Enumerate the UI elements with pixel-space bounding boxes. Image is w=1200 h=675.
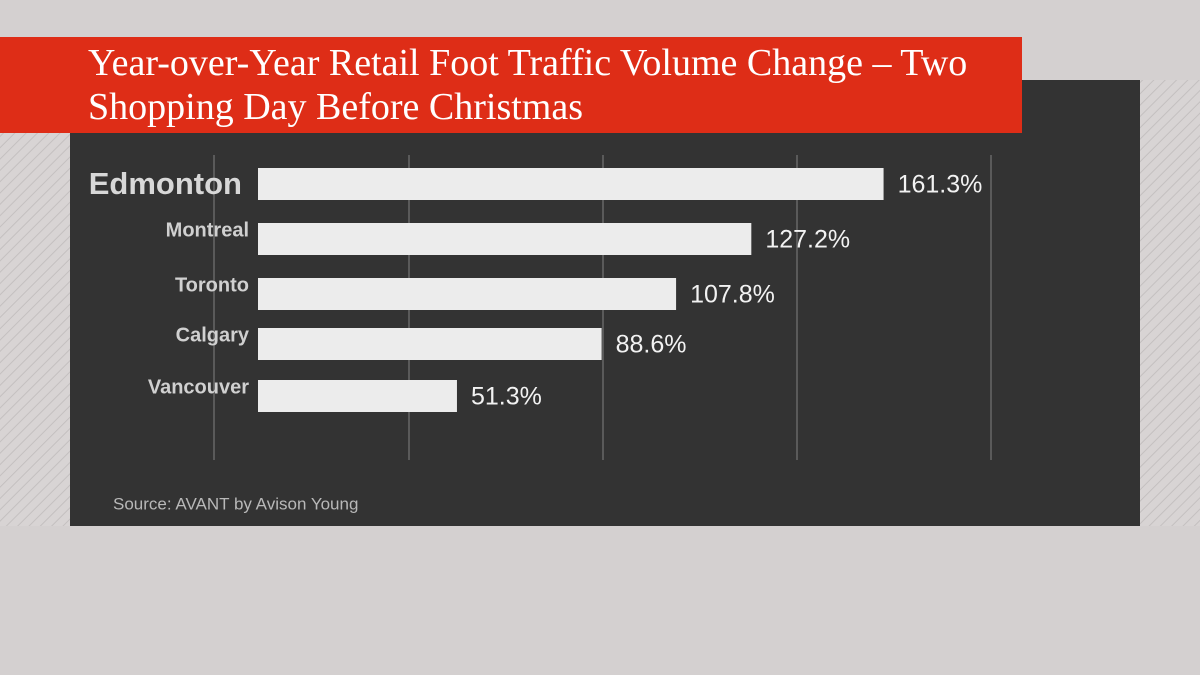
- bar: [258, 223, 752, 255]
- title-banner: Year-over-Year Retail Foot Traffic Volum…: [0, 37, 1022, 133]
- side-hatch: [0, 80, 70, 526]
- bar: [258, 278, 677, 310]
- value-label: 51.3%: [471, 383, 542, 411]
- source: Source: AVANT by Avison Young: [113, 494, 358, 513]
- value-label: 127.2%: [765, 226, 850, 254]
- bar: [258, 380, 457, 412]
- category-label: Edmonton: [89, 166, 242, 201]
- value-label: 88.6%: [616, 331, 687, 359]
- bar: [258, 168, 884, 200]
- category-label: Montreal: [166, 219, 249, 241]
- side-hatch: [1140, 80, 1200, 526]
- value-label: 161.3%: [898, 171, 983, 199]
- bar: [258, 328, 602, 360]
- category-label: Calgary: [176, 324, 250, 346]
- grid-decor: [213, 155, 992, 460]
- category-label: Vancouver: [148, 376, 249, 398]
- value-label: 107.8%: [690, 281, 775, 309]
- chart-title: Year-over-Year Retail Foot Traffic Volum…: [88, 42, 968, 128]
- category-label: Toronto: [175, 274, 249, 296]
